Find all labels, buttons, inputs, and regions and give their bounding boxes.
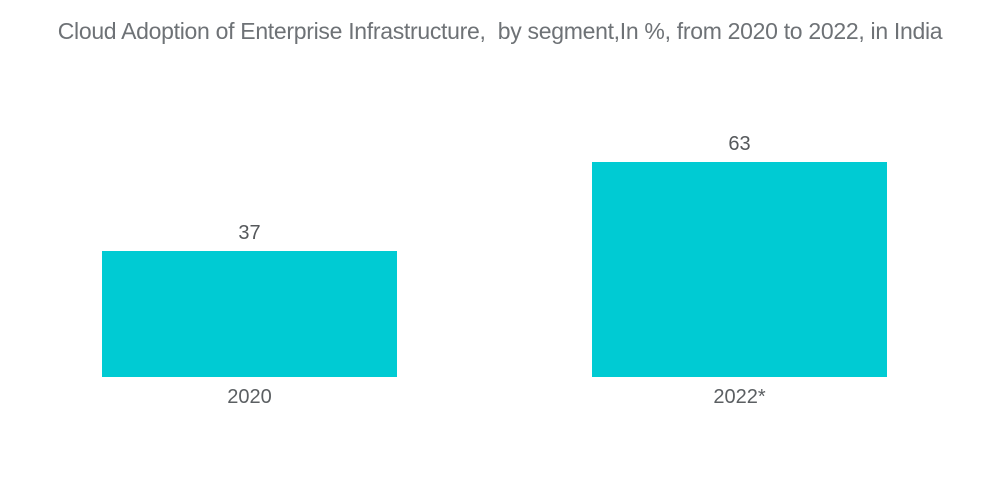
bar-2022 [592,162,887,377]
chart-title: Cloud Adoption of Enterprise Infrastruct… [57,18,943,44]
bar-value-label: 37 [238,222,261,244]
bar-group-2022: 63 2022* [592,0,887,504]
category-label-2022: 2022* [713,386,766,408]
bar-2020 [102,251,397,377]
bar-group-2020: 37 2020 [102,0,397,504]
category-label-2020: 2020 [227,386,272,408]
bar-value-label: 63 [728,133,751,155]
